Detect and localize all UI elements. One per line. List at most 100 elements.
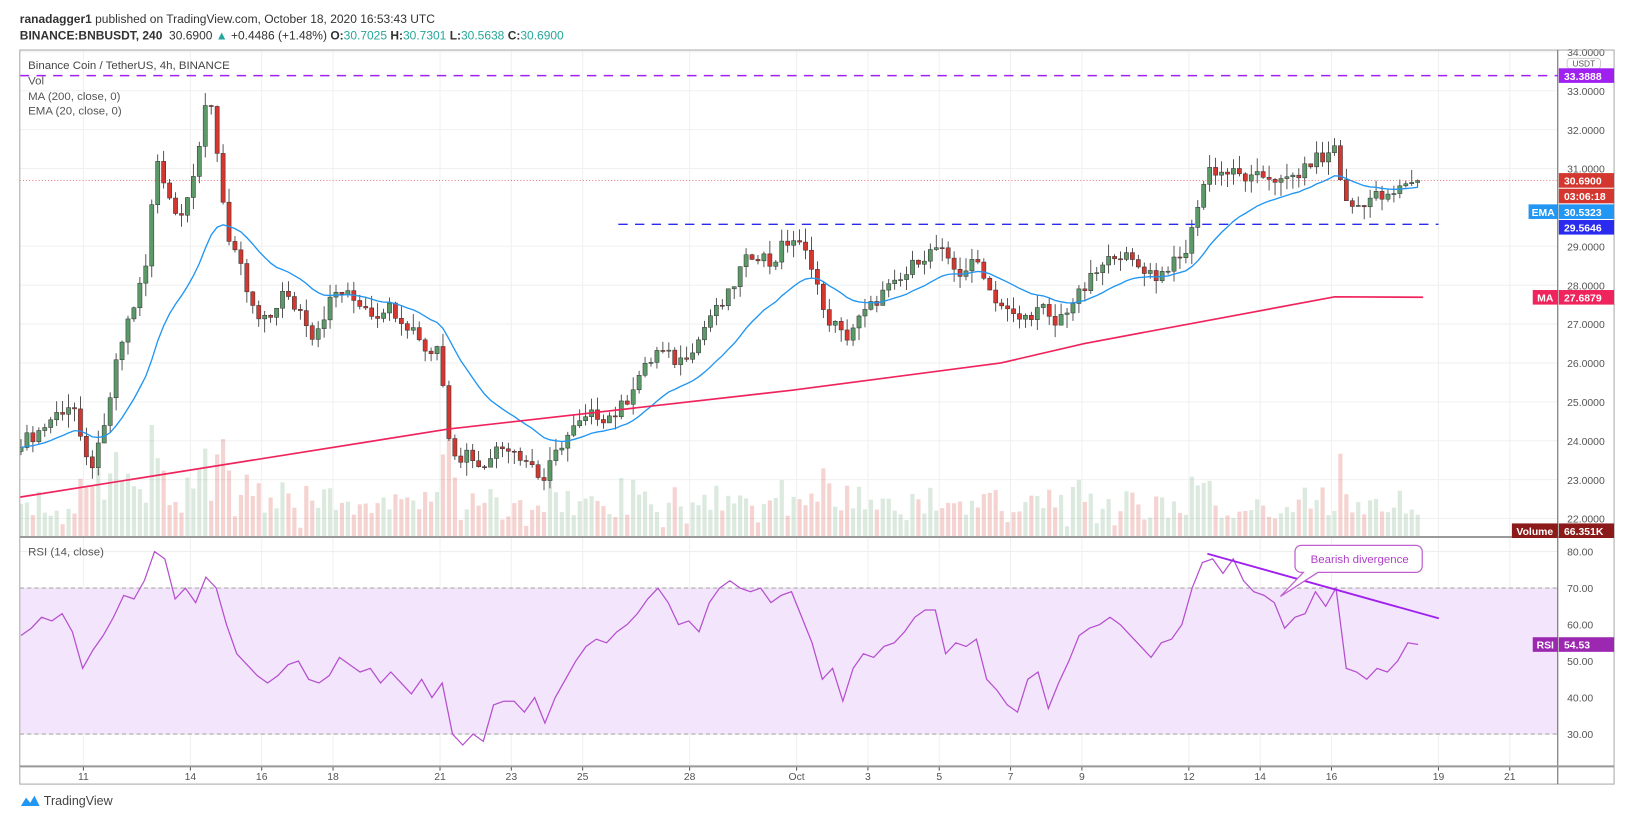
- x-tick-label: 11: [78, 772, 89, 783]
- candle-down: [660, 350, 666, 352]
- candle-down: [987, 278, 993, 291]
- candle-up: [1409, 182, 1415, 184]
- volume-bar: [773, 498, 778, 536]
- volume-bar: [749, 505, 755, 536]
- callout-text: Bearish divergence: [1311, 554, 1409, 566]
- publish-text: published on TradingView.com, October 18…: [95, 13, 435, 27]
- candle-up: [607, 415, 612, 424]
- candle-up: [381, 312, 386, 319]
- candle-down: [220, 153, 226, 203]
- volume-bar: [642, 491, 648, 536]
- volume-bar: [1094, 523, 1099, 536]
- candle-up: [1231, 168, 1236, 175]
- candle-up: [113, 359, 119, 399]
- candle-down: [601, 419, 606, 424]
- volume-bar: [405, 497, 410, 536]
- candle-down: [375, 316, 380, 319]
- volume-bar: [1409, 509, 1414, 536]
- volume-bar: [1035, 495, 1040, 536]
- volume-bar: [1249, 510, 1254, 536]
- candle-up: [143, 265, 149, 284]
- candle-down: [957, 268, 963, 277]
- candle-up: [1403, 183, 1409, 187]
- ema-value-label-bg: [1558, 204, 1615, 219]
- rsi-tick-label: 60.00: [1567, 621, 1593, 632]
- candle-up: [1147, 270, 1153, 274]
- candle-down: [404, 323, 410, 331]
- ma-value-label: 27.6879: [1564, 293, 1602, 304]
- volume-bar: [785, 515, 790, 536]
- candle-down: [803, 241, 808, 251]
- candle-down: [975, 259, 981, 263]
- candle-up: [488, 458, 493, 468]
- candle-down: [1213, 167, 1218, 176]
- candle-up: [880, 289, 886, 306]
- candle-up: [185, 197, 190, 216]
- volume-bar: [1005, 522, 1010, 536]
- volume-bar: [1047, 489, 1052, 536]
- volume-bar: [482, 502, 487, 536]
- candle-down: [369, 307, 375, 317]
- candle-up: [149, 204, 155, 267]
- candle-down: [363, 306, 369, 309]
- rsi-tick-label: 80.00: [1567, 548, 1593, 559]
- candle-down: [993, 289, 999, 304]
- volume-bar: [1165, 517, 1171, 536]
- volume-bar: [690, 502, 695, 536]
- volume-bar: [1296, 499, 1301, 536]
- volume-bar: [114, 452, 119, 536]
- candle-up: [1070, 303, 1076, 314]
- volume-bar: [1302, 487, 1307, 536]
- rsi-tick-label: 70.00: [1567, 584, 1593, 595]
- volume-bar: [1213, 505, 1218, 536]
- y-tick-label: 32.0000: [1567, 126, 1605, 137]
- volume-bar: [179, 512, 184, 536]
- volume-bar: [423, 491, 428, 536]
- volume-bar: [500, 519, 505, 536]
- volume-bar: [738, 495, 743, 536]
- candle-up: [1326, 152, 1331, 163]
- volume-bar: [850, 508, 856, 536]
- volume-bar: [577, 501, 582, 536]
- legend: Binance Coin / TetherUS, 4h, BINANCE Vol…: [28, 60, 230, 559]
- author[interactable]: ranadagger1: [19, 13, 92, 27]
- volume-bar: [24, 502, 30, 536]
- y-tick-label: 25.0000: [1567, 398, 1605, 409]
- volume-bar: [357, 504, 362, 536]
- volume-bar: [601, 506, 606, 536]
- volume-bars: [19, 424, 1420, 536]
- ma-tag-bg: [1532, 290, 1558, 305]
- candle-up: [642, 362, 648, 376]
- volume-bar: [874, 509, 879, 536]
- volume-bar: [1189, 476, 1194, 536]
- volume-bar: [1183, 514, 1188, 536]
- volume-bar: [316, 507, 321, 536]
- candle-down: [238, 249, 244, 264]
- candle-up: [553, 449, 559, 461]
- volume-bar: [54, 510, 59, 536]
- candle-up: [583, 416, 588, 421]
- volume-bar: [434, 491, 440, 536]
- volume-bar: [1373, 498, 1379, 536]
- volume-bar: [720, 510, 725, 536]
- volume-bar: [161, 470, 166, 536]
- volume-bar: [209, 500, 214, 536]
- volume-tag-bg: [1511, 523, 1558, 539]
- legend-vol: Vol: [28, 75, 44, 87]
- volume-bar: [238, 494, 243, 536]
- volume-bar: [1011, 512, 1016, 536]
- candle-up: [345, 290, 351, 295]
- candle-down: [809, 249, 814, 270]
- tradingview-logo[interactable]: TradingView: [20, 793, 113, 808]
- volume-bar: [1308, 508, 1313, 536]
- volume-bar: [530, 509, 535, 536]
- candle-up: [702, 327, 707, 341]
- volume-bar: [619, 478, 624, 536]
- volume-bar: [78, 478, 83, 536]
- volume-bar: [755, 522, 761, 536]
- tradingview-logo-icon: [20, 795, 40, 806]
- volume-bar: [583, 498, 588, 536]
- candle-up: [48, 419, 54, 428]
